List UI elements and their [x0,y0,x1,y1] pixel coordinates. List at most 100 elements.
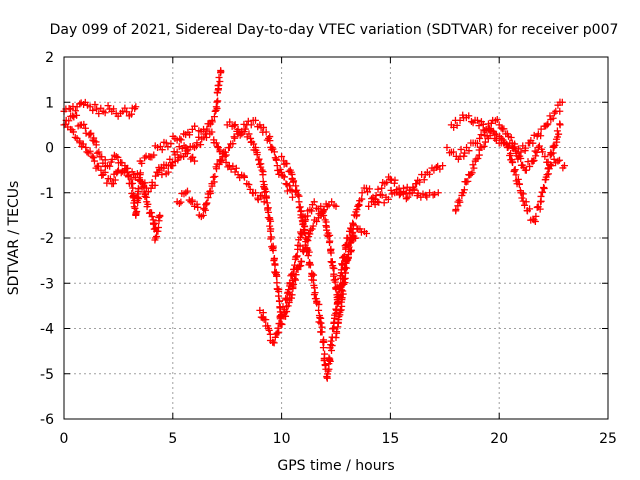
data-point [311,289,319,297]
data-point [315,306,323,314]
data-point [232,164,240,172]
data-point [465,112,473,120]
data-point [452,206,460,214]
data-point [251,189,259,197]
data-point [273,279,281,287]
data-point [272,269,280,277]
data-point [272,155,280,163]
data-point [177,198,185,206]
data-point [553,138,561,146]
data-point [271,261,279,269]
data-point [262,192,270,200]
data-point [529,139,537,147]
data-point [358,189,366,197]
data-point [251,116,259,124]
data-point [276,304,284,312]
data-point [141,179,149,187]
data-point [477,131,485,139]
data-point [199,211,207,219]
x-tick-label: 25 [599,431,617,447]
y-tick-label: -4 [40,322,54,338]
data-point [236,131,244,139]
series-arc-5 [158,67,225,179]
data-point [322,222,330,230]
data-point [333,299,341,307]
data-point [76,139,84,147]
x-tick-label: 10 [273,431,291,447]
data-point [88,152,96,160]
data-point [556,156,564,164]
data-point [380,199,388,207]
data-point [229,140,237,148]
data-point [189,153,197,161]
data-point [92,141,100,149]
data-point [299,218,307,226]
data-point [521,201,529,209]
data-point [288,291,296,299]
data-point [273,272,281,280]
data-point [258,166,266,174]
data-point [108,155,116,163]
data-point [210,178,218,186]
data-point [197,141,205,149]
data-point [410,186,418,194]
data-point [259,171,267,179]
data-point [539,188,547,196]
data-point [188,198,196,206]
data-point [173,148,181,156]
data-point [326,355,334,363]
data-point [183,149,191,157]
data-point [318,328,326,336]
data-point [245,130,253,138]
grid [64,57,608,419]
data-point [183,187,191,195]
data-point [213,104,221,112]
data-point [112,153,120,161]
data-point [461,149,469,157]
y-tick-label: -6 [40,412,54,428]
data-point [210,113,218,121]
data-point [209,173,217,181]
data-point [555,130,563,138]
data-point [118,159,126,167]
data-point [200,133,208,141]
data-point [124,164,132,172]
data-point [334,293,342,301]
data-point [320,212,328,220]
data-point [111,176,119,184]
y-tick-label: -5 [40,367,54,383]
data-point [275,328,283,336]
data-point [537,192,545,200]
data-point [101,156,109,164]
data-point [69,128,77,136]
data-point [266,137,274,145]
data-point [269,246,277,254]
data-point [264,208,272,216]
data-point [158,171,166,179]
data-point [491,130,499,138]
data-point [306,226,314,234]
data-point [222,158,230,166]
data-point [271,333,279,341]
data-point [556,107,564,115]
data-point [269,338,277,346]
data-point [432,163,440,171]
y-tick-label: 2 [45,50,54,66]
data-point [208,118,216,126]
data-point [493,115,501,123]
data-point [547,162,555,170]
data-point [261,184,269,192]
data-point [268,143,276,151]
data-point [348,228,356,236]
data-point [106,162,114,170]
data-point [231,121,239,129]
data-point [473,139,481,147]
data-point [226,118,234,126]
series-arc-4 [136,122,268,206]
data-point [327,249,335,257]
data-point [530,156,538,164]
data-point [532,152,540,160]
data-point [431,190,439,198]
data-point [387,186,395,194]
data-point [464,177,472,185]
